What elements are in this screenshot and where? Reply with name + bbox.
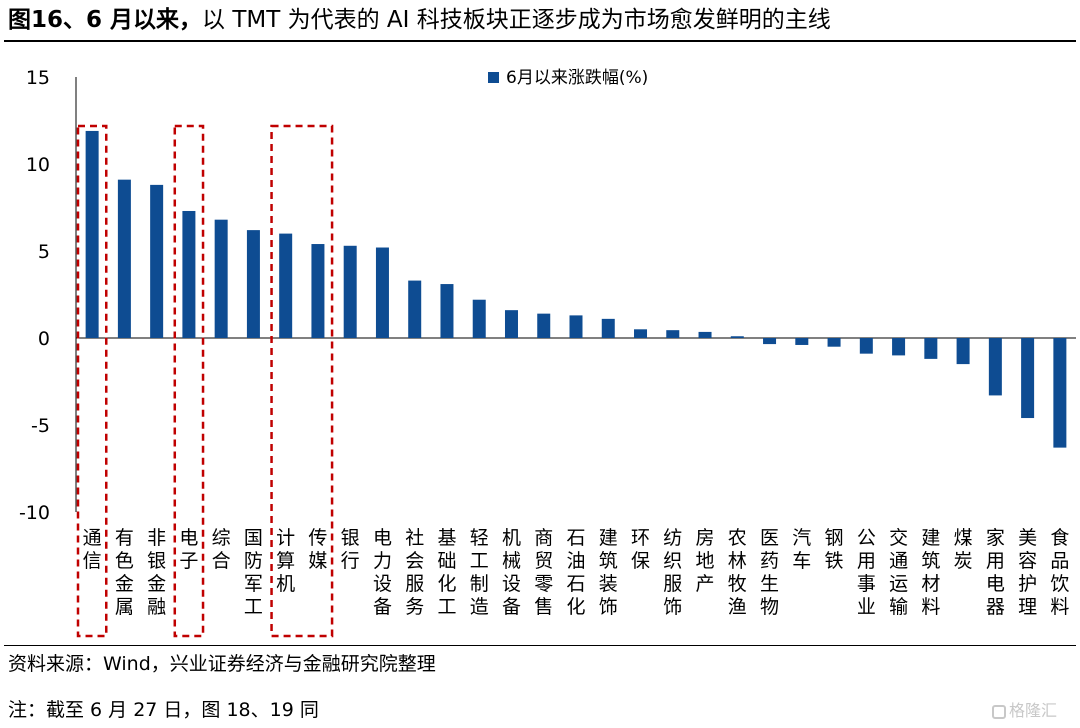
x-tick-label: 纺织服饰 <box>663 527 682 618</box>
x-tick-label: 综合 <box>212 527 231 572</box>
x-tick-label: 社会服务 <box>405 527 424 618</box>
bar-煤炭 <box>956 338 970 365</box>
bar-医药生物 <box>763 338 777 345</box>
bar-社会服务 <box>408 280 422 338</box>
x-tick-label: 农林牧渔 <box>728 527 747 618</box>
y-tick-label: -10 <box>19 502 50 524</box>
x-tick-label: 轻工制造 <box>470 527 489 618</box>
x-tick-label: 商贸零售 <box>534 527 553 618</box>
bar-轻工制造 <box>472 299 486 338</box>
x-tick-label: 医药生物 <box>760 527 779 618</box>
x-tick-label: 电子 <box>179 527 198 572</box>
bar-家用电器 <box>988 338 1002 396</box>
highlight-box <box>76 124 108 638</box>
legend-swatch <box>488 72 499 83</box>
legend-label: 6月以来涨跌幅(%) <box>506 68 648 88</box>
x-tick-label: 传媒 <box>308 527 327 572</box>
bar-有色金属 <box>117 179 131 338</box>
title-divider <box>4 40 1076 42</box>
x-tick-label: 通信 <box>83 527 102 572</box>
bar-交通运输 <box>892 338 906 356</box>
x-tick-label: 环保 <box>631 527 650 572</box>
bar-电子 <box>182 210 196 338</box>
y-tick-label: -5 <box>31 415 50 437</box>
x-tick-label: 美容护理 <box>1018 527 1037 618</box>
y-tick-label: 15 <box>26 67 50 89</box>
bar-美容护理 <box>1021 338 1035 419</box>
x-tick-label: 有色金属 <box>115 527 134 618</box>
bar-商贸零售 <box>537 313 551 338</box>
bar-通信 <box>85 130 99 338</box>
bar-钢铁 <box>827 338 841 347</box>
bar-纺织服饰 <box>666 330 680 338</box>
x-tick-label: 石油石化 <box>566 527 585 618</box>
chart-title: 图16、6 月以来，以 TMT 为代表的 AI 科技板块正逐步成为市场愈发鲜明的… <box>8 2 1072 40</box>
bar-非银金融 <box>150 184 164 338</box>
bar-农林牧渔 <box>730 336 744 338</box>
bar-公用事业 <box>859 338 873 354</box>
footer-divider <box>4 645 1076 646</box>
watermark-text: 格隆汇 <box>1009 701 1058 720</box>
source-note: 资料来源：Wind，兴业证券经济与金融研究院整理 <box>8 653 436 675</box>
x-tick-label: 家用电器 <box>986 527 1005 618</box>
bar-基础化工 <box>440 284 454 338</box>
x-tick-label: 煤炭 <box>954 527 973 572</box>
x-tick-label: 建筑材料 <box>921 527 940 618</box>
bar-机械设备 <box>504 310 518 338</box>
bar-电力设备 <box>375 247 389 338</box>
bar-环保 <box>634 329 648 338</box>
highlight-box <box>173 124 205 638</box>
y-tick-label: 5 <box>38 241 50 263</box>
x-tick-label: 交通运输 <box>889 527 908 618</box>
chart-title-bold: 图16、6 月以来， <box>8 7 203 33</box>
bar-综合 <box>214 219 228 338</box>
bar-银行 <box>343 245 357 338</box>
highlight-box <box>270 124 334 638</box>
bar-汽车 <box>795 338 809 345</box>
watermark: 格隆汇 <box>992 700 1057 722</box>
chart-title-regular: 以 TMT 为代表的 AI 科技板块正逐步成为市场愈发鲜明的主线 <box>202 7 831 33</box>
x-tick-label: 建筑装饰 <box>599 527 618 618</box>
x-tick-label: 公用事业 <box>857 527 876 618</box>
x-tick-label: 机械设备 <box>502 527 521 618</box>
x-tick-label: 汽车 <box>792 527 811 572</box>
bar-石油石化 <box>569 315 583 338</box>
date-note: 注：截至 6 月 27 日，图 18、19 同 <box>8 699 319 721</box>
x-tick-label: 非银金融 <box>147 527 166 618</box>
watermark-logo-icon <box>992 705 1006 719</box>
bar-建筑装饰 <box>601 318 615 338</box>
bar-计算机 <box>279 233 293 338</box>
x-tick-label: 基础化工 <box>437 527 456 618</box>
x-tick-label: 银行 <box>341 527 360 572</box>
bar-国防军工 <box>246 230 260 338</box>
x-tick-label: 电力设备 <box>373 527 392 618</box>
bar-建筑材料 <box>924 338 938 359</box>
x-tick-label: 食品饮料 <box>1050 527 1069 618</box>
y-tick-label: 0 <box>38 328 50 350</box>
x-tick-label: 房地产 <box>696 527 715 595</box>
x-tick-label: 钢铁 <box>825 527 844 572</box>
x-tick-label: 计算机 <box>276 527 295 595</box>
bar-房地产 <box>698 331 712 338</box>
bar-传媒 <box>311 244 325 338</box>
bar-食品饮料 <box>1053 338 1067 448</box>
x-tick-label: 国防军工 <box>244 527 263 618</box>
y-tick-label: 10 <box>26 154 50 176</box>
bar-chart: 15 10 5 0 -5 -10 通信有色金属非银金融电子综合国防军工计算机传媒银行电力设备… <box>19 67 1076 638</box>
